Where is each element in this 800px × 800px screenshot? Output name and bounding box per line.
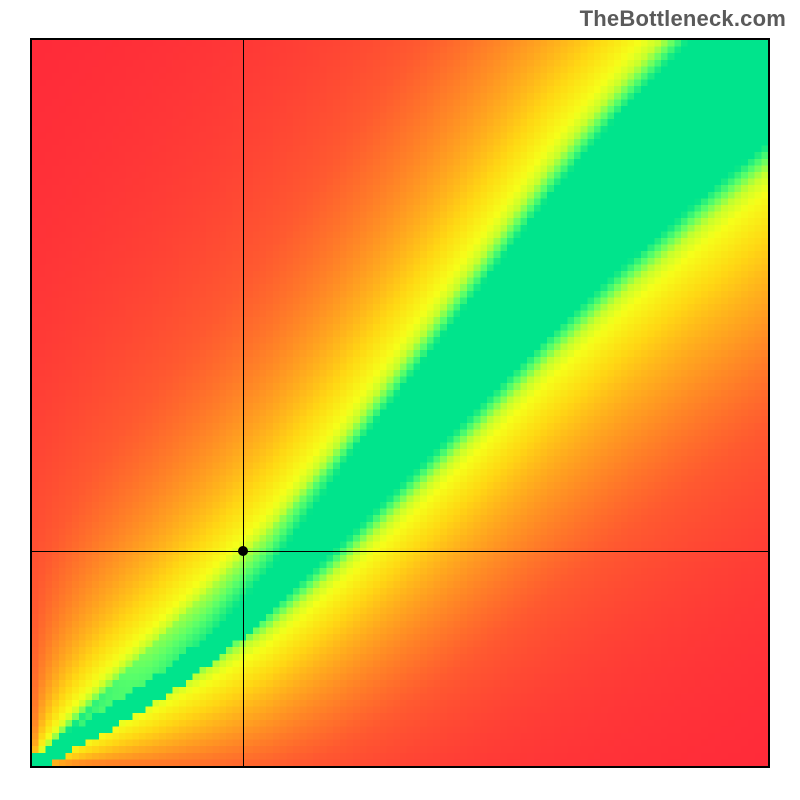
plot-area (30, 38, 770, 768)
watermark-text: TheBottleneck.com (580, 6, 786, 32)
crosshair-horizontal-line (32, 551, 768, 552)
crosshair-vertical-line (243, 40, 244, 766)
bottleneck-heatmap (32, 40, 768, 766)
selected-configuration-dot (238, 546, 248, 556)
